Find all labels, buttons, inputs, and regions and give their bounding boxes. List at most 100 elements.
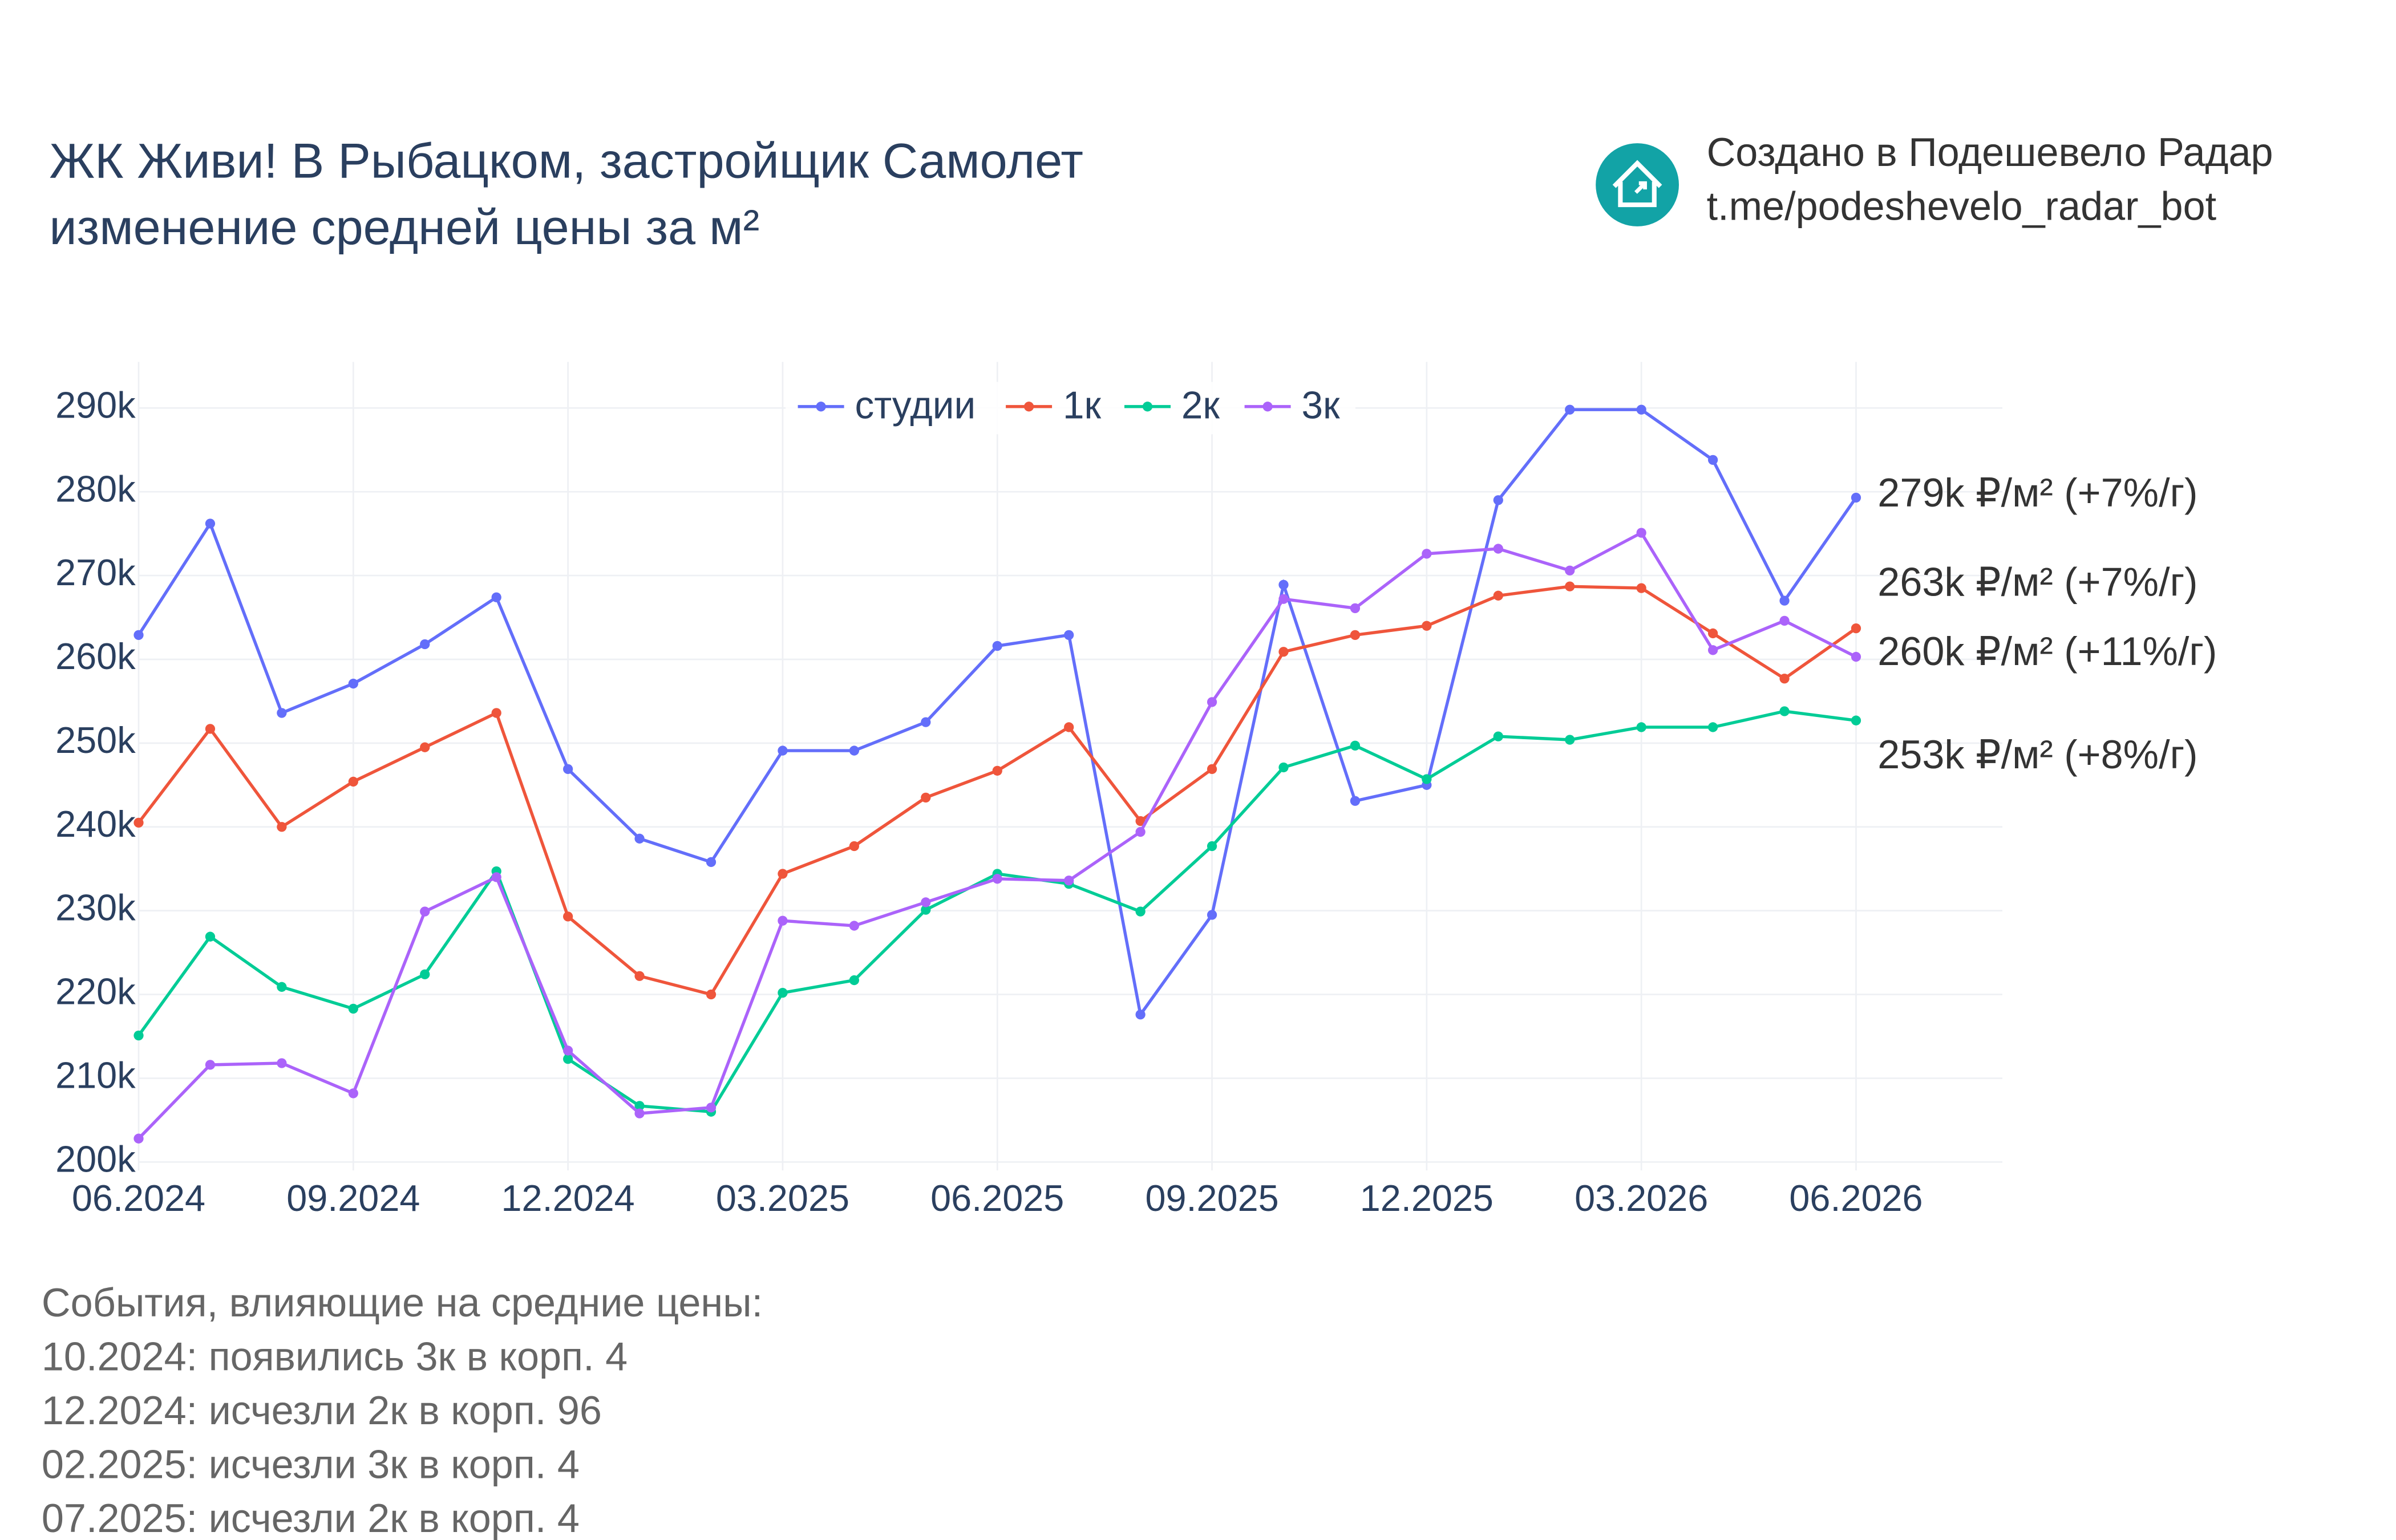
point [1493,590,1503,601]
point [133,1133,144,1144]
point [277,822,287,832]
point [1851,492,1861,503]
y-tick-label: 240k [55,803,136,845]
point [1422,774,1432,784]
x-tick-label: 03.2026 [1575,1177,1708,1219]
y-tick-label: 280k [55,468,136,509]
event: 10.2024: появились 3к в корп. 4 [42,1334,628,1379]
point [348,1003,358,1014]
point [1135,816,1146,826]
point [1350,740,1361,751]
point [921,897,931,907]
credit-link: t.me/podeshevelo_radar_bot [1707,184,2217,229]
point [1135,906,1146,917]
x-tick-label: 06.2025 [930,1177,1064,1219]
point [420,639,430,650]
logo [1596,143,1679,226]
point [1636,583,1646,593]
legend-label: 3к [1301,384,1340,427]
point [1350,630,1361,641]
point [634,1108,645,1118]
point [1350,796,1361,806]
point [1493,495,1503,505]
point [277,708,287,718]
point [1135,826,1146,837]
point [277,982,287,992]
point [921,792,931,803]
y-tick-label: 260k [55,635,136,677]
point [778,869,788,879]
point [1493,544,1503,554]
y-tick-label: 270k [55,552,136,593]
x-tick-label: 12.2024 [501,1177,635,1219]
point [634,1101,645,1111]
point [1064,630,1074,641]
annotation: 260k ₽/м² (+11%/г) [1877,629,2217,674]
point [1707,722,1718,732]
point [133,1030,144,1041]
point [706,989,717,1000]
point [348,678,358,689]
point [1207,697,1217,707]
point [562,911,573,922]
point [420,969,430,979]
point [634,833,645,844]
point [562,1045,573,1056]
y-tick-label: 200k [55,1138,136,1180]
point [921,905,931,915]
legend-marker [1023,402,1034,412]
y-tick-label: 220k [55,971,136,1012]
event: 12.2024: исчезли 2к в корп. 96 [42,1388,602,1433]
point [778,987,788,998]
point [1493,731,1503,741]
point [1207,910,1217,920]
x-tick-label: 06.2024 [72,1177,205,1219]
event: 07.2025: исчезли 2к в корп. 4 [42,1496,580,1540]
point [1565,404,1575,415]
legend-marker [816,402,826,412]
point [1207,841,1217,852]
point [1278,579,1289,590]
x-tick-label: 09.2025 [1145,1177,1278,1219]
point [1278,762,1289,773]
point [491,708,501,718]
point [491,872,501,882]
point [1851,623,1861,634]
point [1779,674,1790,684]
point [1636,722,1646,732]
point [992,641,1002,651]
point [1135,1010,1146,1020]
point [1851,651,1861,662]
point [1779,615,1790,626]
point [1636,404,1646,415]
point [1207,764,1217,775]
x-tick-label: 12.2025 [1360,1177,1494,1219]
point [1707,645,1718,655]
point [1278,594,1289,604]
point [921,717,931,727]
annotation: 253k ₽/м² (+8%/г) [1877,732,2197,777]
point [277,1058,287,1068]
point [1422,549,1432,559]
legend: студии 1к 2к 3к [785,382,1355,435]
chart-title: ЖК Живи! В Рыбацком, застройщик Самолет [49,134,1083,189]
annotation: 279k ₽/м² (+7%/г) [1877,470,2197,515]
annotation: 263k ₽/м² (+7%/г) [1877,560,2197,605]
point [706,857,717,868]
point [348,1088,358,1099]
point [1707,455,1718,465]
legend-label: студии [855,384,976,427]
point [1779,706,1790,716]
point [1565,565,1575,576]
point [420,742,430,752]
point [205,931,216,942]
point [562,1053,573,1064]
point [205,724,216,734]
point [205,1060,216,1070]
legend-marker [1262,402,1273,412]
legend-label: 1к [1063,384,1102,427]
point [562,764,573,775]
x-tick-label: 09.2024 [286,1177,420,1219]
